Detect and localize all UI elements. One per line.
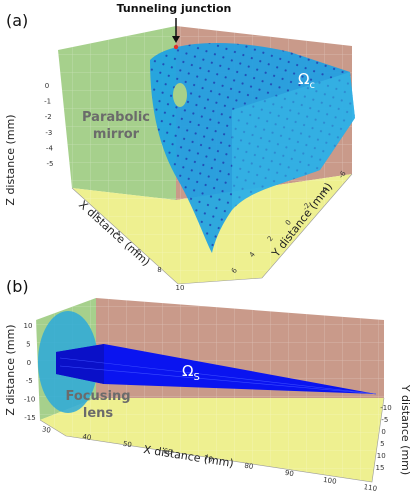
panel-b-z-tick: 0 <box>27 359 31 367</box>
panel-a-x-ticks: 2 4 6 8 10 <box>96 212 185 292</box>
panel-b-x-tick: 80 <box>244 462 254 471</box>
panel-a-y-tick: 6 <box>230 266 239 275</box>
tunneling-junction-label: Tunneling junction <box>117 2 232 15</box>
panel-a-y-ticks: -6 -4 -2 0 2 46 <box>230 169 348 275</box>
panel-b-x-tick: 30 <box>41 425 51 434</box>
panel-b-z-tick: -15 <box>24 414 35 422</box>
panel-a-x-tick: 10 <box>176 284 185 292</box>
panel-b-label: (b) <box>6 277 29 296</box>
panel-a-y-tick: 2 <box>266 235 275 243</box>
panel-a-y-tick: -4 <box>319 185 330 196</box>
panel-b: (b) ΩS Focusing lens Z distance (mm) 10 5… <box>4 277 412 493</box>
panel-a-y-tick: -2 <box>301 202 312 212</box>
panel-b-x-tick: 50 <box>122 440 132 449</box>
panel-b-x-ticks: 30 40 50 60 70 80 90 100 110 <box>41 425 377 493</box>
parabolic-label-line2: mirror <box>93 127 140 142</box>
focusing-label-line2: lens <box>83 406 114 421</box>
panel-b-y-ticks: -10 -5 0 5 10 15 <box>376 404 392 472</box>
panel-b-z-tick: -10 <box>24 396 35 404</box>
panel-a: (a) Tunneling junction Parabolic mirror … <box>4 2 355 292</box>
parabolic-label-line1: Parabolic <box>82 110 150 125</box>
panel-b-y-tick: 15 <box>376 464 385 472</box>
omega-s-label: ΩS <box>182 362 200 383</box>
panel-b-z-tick: 5 <box>26 340 30 348</box>
panel-a-z-axis-title: Z distance (mm) <box>4 114 17 205</box>
omega-s-beam <box>56 344 377 395</box>
panel-b-x-tick: 40 <box>82 433 92 442</box>
panel-b-x-tick: 100 <box>323 476 337 486</box>
panel-b-x-tick: 90 <box>284 469 294 478</box>
panel-a-y-tick: 0 <box>284 219 293 227</box>
panel-a-z-tick: 0 <box>45 82 49 90</box>
panel-b-y-tick: 0 <box>381 428 385 436</box>
panel-a-z-tick: -2 <box>45 113 52 121</box>
panel-a-x-tick: 6 <box>137 248 142 256</box>
panel-a-y-tick: 4 <box>248 250 257 259</box>
panel-a-z-tick: -4 <box>46 144 54 152</box>
panel-a-x-tick: 4 <box>116 230 121 238</box>
panel-a-z-tick: -3 <box>45 129 52 137</box>
panel-b-y-tick: 10 <box>377 452 386 460</box>
panel-b-x-tick: 70 <box>203 454 213 463</box>
focusing-label-line1: Focusing <box>66 389 131 404</box>
panel-b-y-tick: 5 <box>380 440 384 448</box>
omega-c-label: Ωc <box>298 70 315 91</box>
panel-b-z-tick: -5 <box>26 377 33 385</box>
panel-b-x-tick: 60 <box>163 447 173 456</box>
panel-b-z-tick: 10 <box>24 322 33 330</box>
panel-a-z-tick: -5 <box>47 160 54 168</box>
panel-a-x-tick: 8 <box>157 266 161 274</box>
panel-b-z-axis-title: Z distance (mm) <box>4 324 17 415</box>
panel-a-y-tick: -6 <box>337 169 348 180</box>
panel-a-label: (a) <box>6 11 28 30</box>
panel-b-y-tick: -10 <box>380 404 391 412</box>
panel-b-x-tick: 110 <box>363 483 377 493</box>
mirror-aperture <box>173 83 187 107</box>
panel-a-x-tick: 2 <box>96 212 100 220</box>
panel-a-z-tick: -1 <box>44 98 51 106</box>
panel-b-y-tick: -5 <box>381 416 388 424</box>
panel-b-z-ticks: 10 5 0 -5 -10 -15 <box>24 322 36 422</box>
tunneling-junction-point <box>173 44 179 50</box>
panel-a-z-ticks: 0 -1 -2 -3 -4 -5 <box>44 82 53 168</box>
panel-b-y-axis-title: Y distance (mm) <box>399 384 412 475</box>
